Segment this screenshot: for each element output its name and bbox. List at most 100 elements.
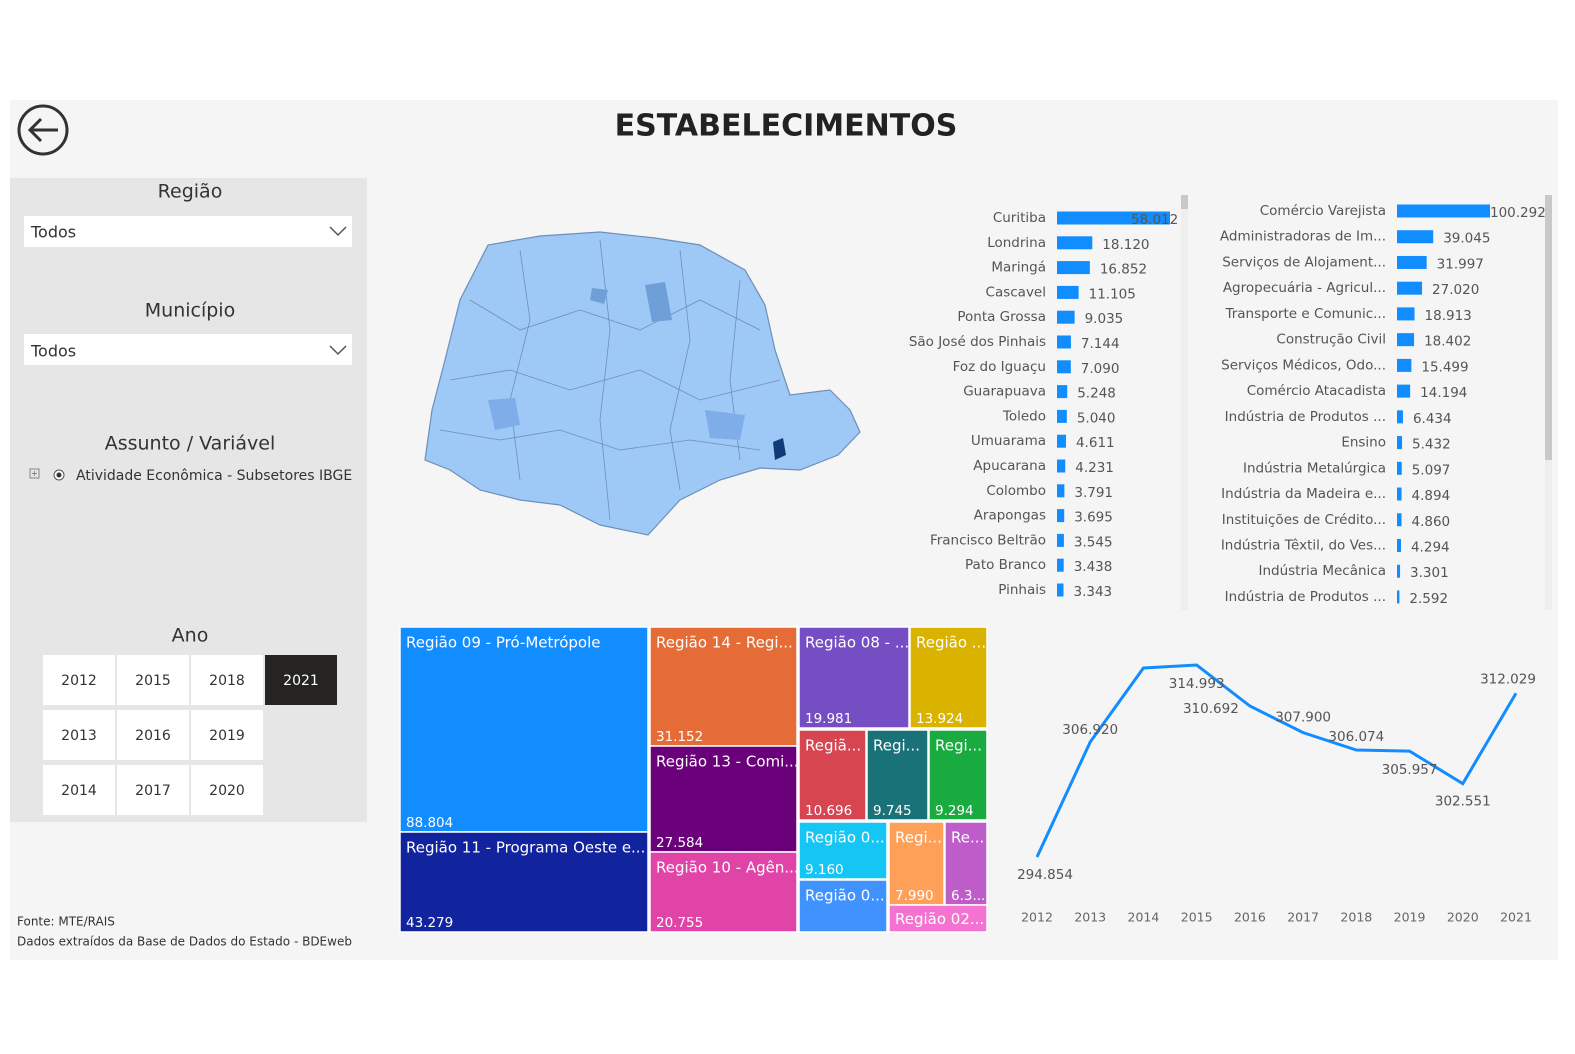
bar[interactable] xyxy=(1397,281,1423,295)
bar[interactable] xyxy=(1057,360,1071,374)
tile-name: Região 10 - Agên... xyxy=(656,859,799,877)
treemap-tile[interactable] xyxy=(866,729,929,821)
category-label: Instituições de Crédito... xyxy=(1222,512,1386,528)
tile-value: 20.755 xyxy=(656,915,703,931)
bar[interactable] xyxy=(1397,513,1402,527)
value-label: 5.040 xyxy=(1077,410,1116,426)
year-button[interactable] xyxy=(43,655,115,705)
municipality xyxy=(488,398,520,430)
year-button[interactable] xyxy=(191,655,263,705)
year-button[interactable] xyxy=(43,765,115,815)
bar[interactable] xyxy=(1057,310,1075,324)
bar[interactable] xyxy=(1397,255,1427,269)
bar[interactable] xyxy=(1057,583,1064,597)
bar[interactable] xyxy=(1397,410,1403,424)
filter-label: Ano xyxy=(172,625,209,647)
bar[interactable] xyxy=(1057,211,1170,225)
filter-label: Assunto / Variável xyxy=(105,433,276,455)
bar[interactable] xyxy=(1397,384,1411,398)
category-label: Comércio Varejista xyxy=(1260,203,1386,219)
back-arrow xyxy=(27,117,58,143)
municipality xyxy=(645,282,672,322)
treemap-tile[interactable] xyxy=(944,821,988,906)
bar[interactable] xyxy=(1057,558,1064,572)
bar[interactable] xyxy=(1057,261,1090,275)
municipality xyxy=(705,410,745,440)
value-label: 294.854 xyxy=(1017,867,1073,883)
bar[interactable] xyxy=(1057,434,1066,448)
year-button[interactable] xyxy=(117,655,189,705)
treemap-tile[interactable] xyxy=(909,626,988,729)
bar[interactable] xyxy=(1057,285,1079,299)
year-button[interactable] xyxy=(43,710,115,760)
dropdown[interactable]: Todos xyxy=(24,216,352,247)
value-label: 4.294 xyxy=(1411,539,1450,555)
bar[interactable] xyxy=(1397,538,1401,552)
treemap-tile[interactable] xyxy=(798,821,888,880)
treemap-tile[interactable] xyxy=(649,745,798,853)
map[interactable] xyxy=(424,231,861,536)
bar[interactable] xyxy=(1057,385,1068,399)
bar[interactable] xyxy=(1397,307,1415,321)
value-label: 4.894 xyxy=(1412,488,1451,504)
treemap-tile[interactable] xyxy=(888,821,945,906)
bar[interactable] xyxy=(1057,236,1093,250)
treemap-tile[interactable] xyxy=(649,626,798,747)
value-label: 3.791 xyxy=(1074,485,1113,501)
bar[interactable] xyxy=(1057,484,1065,498)
scrollbar-thumb[interactable] xyxy=(1545,195,1552,460)
treemap-tile[interactable] xyxy=(798,879,888,933)
treemap-tile[interactable] xyxy=(649,851,798,933)
x-tick-label: 2018 xyxy=(1340,910,1372,925)
option-label: Atividade Econômica - Subsetores IBGE xyxy=(76,468,352,484)
bar[interactable] xyxy=(1397,487,1402,501)
category-label: Londrina xyxy=(987,235,1046,251)
back-button[interactable] xyxy=(17,104,69,156)
tile-name: Região 14 - Regi... xyxy=(656,634,793,652)
bar[interactable] xyxy=(1397,436,1403,450)
footer-note: Dados extraídos da Base de Dados do Esta… xyxy=(17,935,352,949)
value-label: 3.695 xyxy=(1074,510,1113,526)
bar[interactable] xyxy=(1057,335,1071,349)
bar[interactable] xyxy=(1397,461,1402,475)
value-label: 27.020 xyxy=(1432,282,1479,298)
bar[interactable] xyxy=(1397,230,1434,244)
category-label: Administradoras de Im... xyxy=(1220,229,1386,245)
year-button[interactable] xyxy=(117,765,189,815)
year-button[interactable] xyxy=(191,710,263,760)
bar[interactable] xyxy=(1057,533,1064,547)
bar[interactable] xyxy=(1057,409,1067,423)
value-label: 58.012 xyxy=(1131,212,1178,228)
category-label: Arapongas xyxy=(974,508,1046,524)
category-label: Ensino xyxy=(1341,435,1386,451)
year-label: 2015 xyxy=(135,673,171,689)
treemap-tile[interactable] xyxy=(928,729,988,821)
year-label: 2020 xyxy=(209,783,245,799)
tile-value: 9.745 xyxy=(873,803,912,819)
bar[interactable] xyxy=(1397,358,1412,372)
value-label: 4.860 xyxy=(1412,514,1451,530)
tile-value: 88.804 xyxy=(406,815,453,831)
x-tick-label: 2019 xyxy=(1394,910,1426,925)
bar[interactable] xyxy=(1397,590,1400,604)
treemap-tile[interactable] xyxy=(798,626,910,729)
treemap-tile[interactable] xyxy=(399,831,649,933)
scrollbar-thumb[interactable] xyxy=(1181,195,1188,209)
tree-option[interactable]: Atividade Econômica - Subsetores IBGE xyxy=(29,468,352,484)
year-button[interactable] xyxy=(117,710,189,760)
treemap-tile[interactable] xyxy=(798,729,867,821)
bar[interactable] xyxy=(1397,564,1401,578)
x-tick-label: 2020 xyxy=(1447,910,1479,925)
bar[interactable] xyxy=(1397,333,1415,347)
scrollbar[interactable] xyxy=(1181,195,1188,610)
bar[interactable] xyxy=(1397,204,1490,218)
year-button[interactable] xyxy=(265,655,337,705)
bar[interactable] xyxy=(1057,459,1066,473)
dropdown[interactable]: Todos xyxy=(24,334,352,365)
category-label: Comércio Atacadista xyxy=(1247,383,1386,399)
treemap-tile[interactable] xyxy=(399,626,649,833)
treemap-tile[interactable] xyxy=(888,904,988,933)
year-button[interactable] xyxy=(191,765,263,815)
filter-label: Região xyxy=(158,181,223,203)
bar[interactable] xyxy=(1057,509,1065,523)
